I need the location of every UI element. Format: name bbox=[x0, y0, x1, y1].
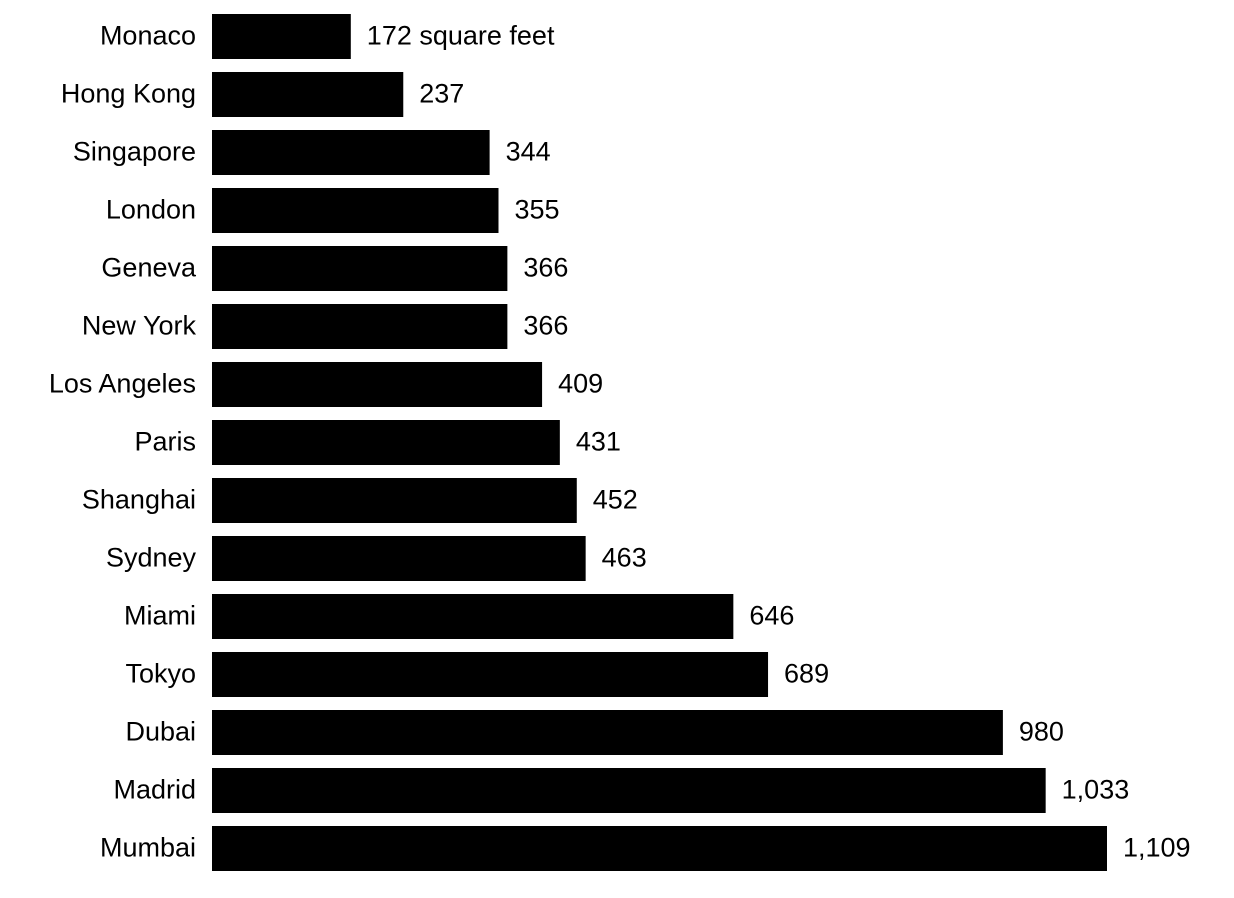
category-label: Miami bbox=[124, 601, 196, 631]
category-label: Madrid bbox=[113, 775, 196, 805]
value-label: 237 bbox=[419, 79, 464, 109]
category-label: Singapore bbox=[73, 137, 196, 167]
value-label: 366 bbox=[523, 311, 568, 341]
bar bbox=[212, 826, 1107, 871]
category-label: Monaco bbox=[100, 21, 196, 51]
bar bbox=[212, 14, 351, 59]
value-label: 452 bbox=[593, 485, 638, 515]
bar bbox=[212, 710, 1003, 755]
value-label: 409 bbox=[558, 369, 603, 399]
bar bbox=[212, 72, 404, 117]
bar bbox=[212, 420, 560, 465]
category-label: Mumbai bbox=[100, 833, 196, 863]
category-label: Sydney bbox=[106, 543, 197, 573]
value-label: 689 bbox=[784, 659, 829, 689]
value-label: 1,109 bbox=[1123, 833, 1191, 863]
value-label: 366 bbox=[523, 253, 568, 283]
bar bbox=[212, 652, 769, 697]
category-label: Dubai bbox=[125, 717, 196, 747]
category-label: Hong Kong bbox=[61, 79, 196, 109]
category-label: Los Angeles bbox=[49, 369, 196, 399]
category-label: London bbox=[106, 195, 196, 225]
bar bbox=[212, 536, 586, 581]
bar bbox=[212, 246, 508, 291]
bar bbox=[212, 304, 508, 349]
category-label: Geneva bbox=[101, 253, 197, 283]
value-label: 463 bbox=[602, 543, 647, 573]
bar bbox=[212, 478, 577, 523]
bar bbox=[212, 594, 734, 639]
value-label: 172 square feet bbox=[367, 21, 555, 51]
value-label: 646 bbox=[749, 601, 794, 631]
value-label: 344 bbox=[506, 137, 551, 167]
bar bbox=[212, 362, 543, 407]
bar bbox=[212, 188, 499, 233]
category-label: Tokyo bbox=[125, 659, 196, 689]
category-label: Paris bbox=[134, 427, 196, 457]
bar bbox=[212, 768, 1046, 813]
category-label: New York bbox=[82, 311, 197, 341]
value-label: 355 bbox=[514, 195, 559, 225]
value-label: 980 bbox=[1019, 717, 1064, 747]
value-label: 1,033 bbox=[1062, 775, 1130, 805]
bar bbox=[212, 130, 490, 175]
category-label: Shanghai bbox=[82, 485, 196, 515]
value-label: 431 bbox=[576, 427, 621, 457]
